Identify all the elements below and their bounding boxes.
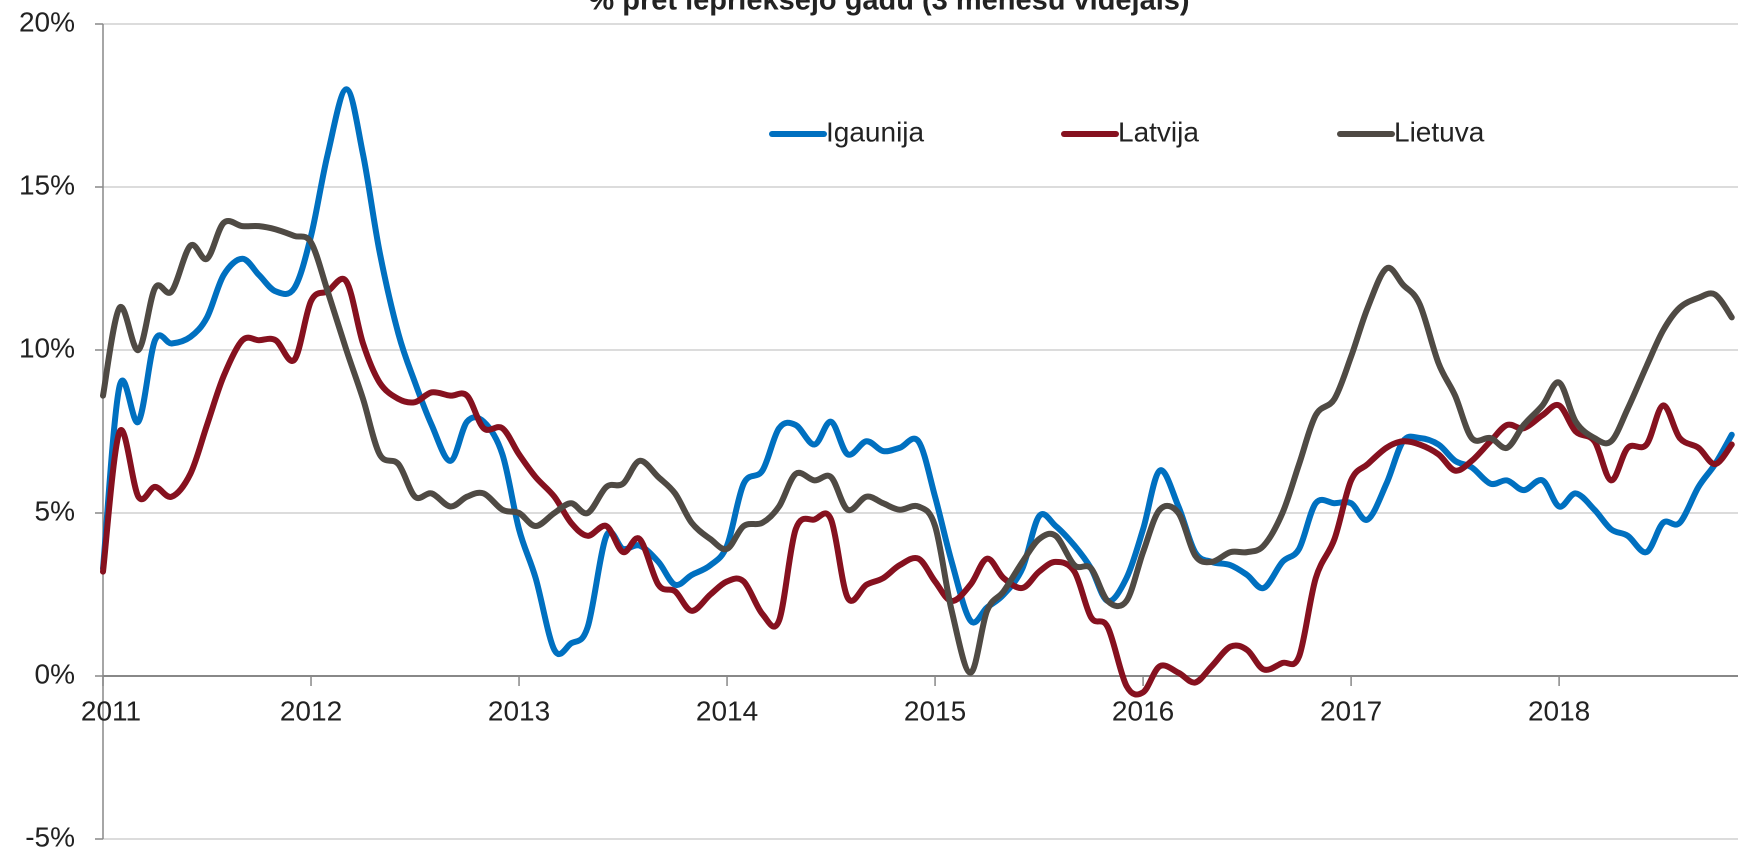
y-tick-label: 0% <box>35 658 75 689</box>
x-tick-label: 2014 <box>696 695 758 726</box>
legend-label: Latvija <box>1118 116 1199 147</box>
x-tick-label: 2013 <box>488 695 550 726</box>
x-tick-label: 2018 <box>1528 695 1590 726</box>
chart-title: % pret iepriekšējo gadu (3 mēnešu vidēja… <box>588 0 1189 17</box>
x-tick-label: 2012 <box>280 695 342 726</box>
y-tick-label: 5% <box>35 495 75 526</box>
x-tick-label: 2015 <box>904 695 966 726</box>
legend-label: Lietuva <box>1394 116 1485 147</box>
x-tick-label: 2011 <box>81 695 141 726</box>
legend-label: Igaunija <box>826 116 925 147</box>
series-line <box>100 275 1735 698</box>
y-tick-label: 15% <box>19 169 75 200</box>
series-line <box>100 86 1735 658</box>
series-line <box>100 218 1735 676</box>
x-tick-label: 2017 <box>1320 695 1382 726</box>
y-tick-label: 20% <box>19 6 75 37</box>
x-tick-label: 2016 <box>1112 695 1174 726</box>
y-tick-label: 10% <box>19 332 75 363</box>
y-tick-label: -5% <box>25 821 75 851</box>
